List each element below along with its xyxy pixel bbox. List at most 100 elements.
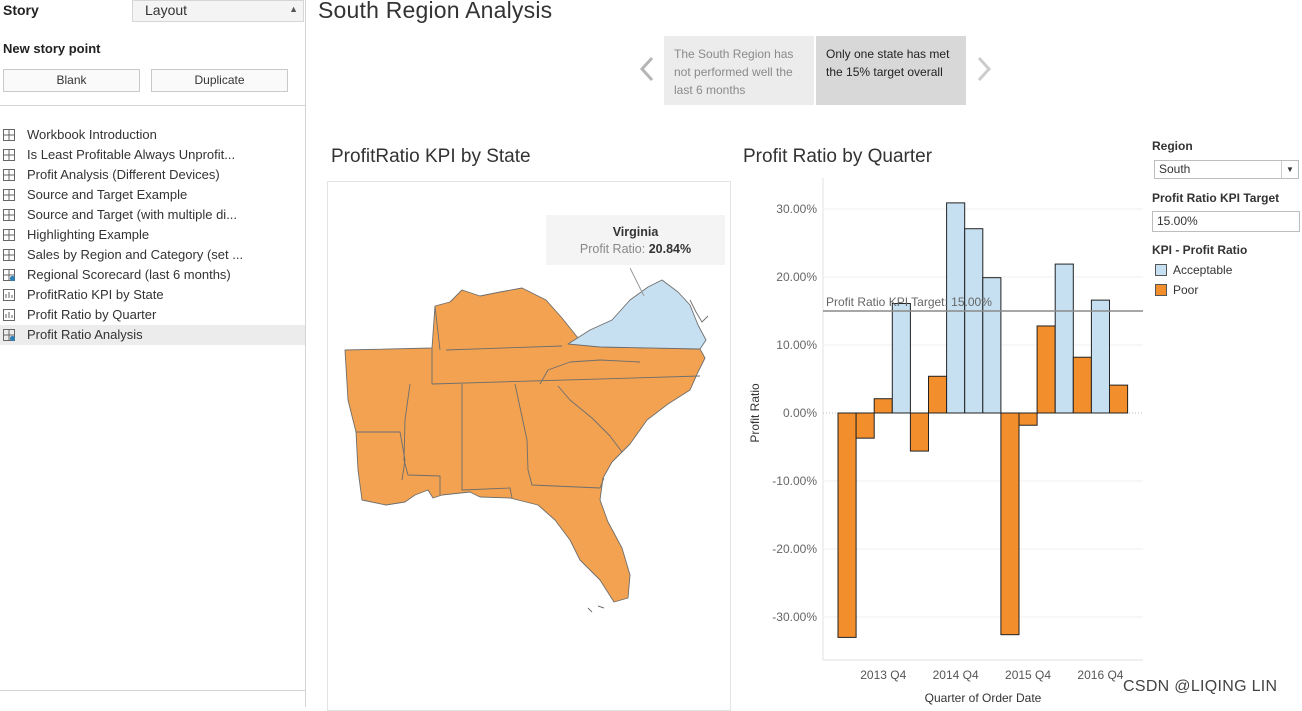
map-tooltip: Virginia Profit Ratio: 20.84%	[546, 215, 725, 265]
bar[interactable]	[1000, 412, 1020, 636]
sheet-item[interactable]: Source and Target Example	[0, 185, 305, 205]
y-tick-label: -30.00%	[772, 610, 817, 624]
y-tick-label: -10.00%	[772, 474, 817, 488]
bar-chart-title: Profit Ratio by Quarter	[743, 146, 933, 167]
sheet-item[interactable]: Workbook Introduction	[0, 125, 305, 145]
duplicate-button[interactable]: Duplicate	[151, 69, 288, 92]
sidebar-tabs: Story Layout ▲	[0, 0, 306, 23]
worksheet-icon	[3, 289, 15, 301]
sheet-item-label: Sales by Region and Category (set ...	[27, 247, 244, 262]
region-dropdown[interactable]: South ▼	[1154, 160, 1299, 179]
bar[interactable]	[855, 412, 875, 439]
dashboard-icon	[3, 209, 15, 221]
sheet-item-label: Is Least Profitable Always Unprofit...	[27, 147, 236, 162]
sheet-item-label: ProfitRatio KPI by State	[27, 287, 164, 302]
sidebar-divider	[0, 105, 305, 106]
bar[interactable]	[1109, 384, 1129, 414]
reference-line-label: Profit Ratio KPI Target: 15.00%	[826, 295, 992, 309]
region-filter-label: Region	[1152, 139, 1193, 153]
sheet-item[interactable]: Sales by Region and Category (set ...	[0, 245, 305, 265]
tab-layout-label: Layout	[145, 2, 188, 18]
dashboard-filter-icon	[3, 269, 15, 281]
y-tick-label: 20.00%	[776, 270, 817, 284]
sheet-item-label: Highlighting Example	[27, 227, 150, 242]
sheet-list: Workbook Introduction Is Least Profitable…	[0, 125, 305, 345]
dropdown-arrow-icon: ▼	[1281, 161, 1298, 178]
watermark: CSDN @LIQING LIN	[1123, 678, 1278, 695]
sheet-item-label: Profit Ratio by Quarter	[27, 307, 157, 322]
sheet-item[interactable]: ProfitRatio KPI by State	[0, 285, 305, 305]
x-tick-label: 2015 Q4	[1005, 668, 1051, 682]
map-panel	[327, 181, 731, 711]
dashboard-icon	[3, 249, 15, 261]
y-tick-label: 0.00%	[783, 406, 817, 420]
legend-item-poor[interactable]: Poor	[1155, 283, 1198, 297]
tab-layout[interactable]: Layout ▲	[132, 0, 304, 22]
y-axis-label: Profit Ratio	[748, 383, 762, 443]
new-story-point-heading: New story point	[3, 41, 101, 56]
page-title: South Region Analysis	[318, 0, 553, 23]
tooltip-value-line: Profit Ratio: 20.84%	[546, 242, 725, 256]
state-shape-virginia	[567, 279, 707, 350]
bar[interactable]	[1018, 412, 1038, 426]
legend-poor-label: Poor	[1173, 283, 1199, 297]
dashboard-icon	[3, 229, 15, 241]
y-tick-label: 30.00%	[776, 202, 817, 216]
bar[interactable]	[928, 375, 948, 414]
bar[interactable]	[891, 303, 911, 414]
dashboard-icon	[3, 129, 15, 141]
x-tick-label: 2016 Q4	[1077, 668, 1123, 682]
blank-button[interactable]: Blank	[3, 69, 140, 92]
bar[interactable]	[1072, 356, 1092, 414]
sheet-item[interactable]: Highlighting Example	[0, 225, 305, 245]
dashboard-icon	[3, 149, 15, 161]
x-tick-label: 2013 Q4	[860, 668, 906, 682]
sheet-item-label: Profit Analysis (Different Devices)	[27, 167, 220, 182]
story-point-1[interactable]: The South Region has not performed well …	[664, 36, 814, 105]
sheet-item[interactable]: Profit Analysis (Different Devices)	[0, 165, 305, 185]
sheet-item[interactable]: Is Least Profitable Always Unprofit...	[0, 145, 305, 165]
story-point-2[interactable]: Only one state has met the 15% target ov…	[816, 36, 966, 105]
sheet-item-label: Workbook Introduction	[27, 127, 157, 142]
bar[interactable]	[1054, 263, 1074, 414]
tooltip-value: 20.84%	[648, 242, 692, 256]
bar[interactable]	[964, 228, 984, 414]
y-tick-label: 10.00%	[776, 338, 817, 352]
previous-arrow-icon[interactable]	[639, 52, 655, 86]
kpi-legend-title: KPI - Profit Ratio	[1152, 243, 1248, 257]
sidebar-bottom-divider	[0, 690, 305, 691]
sheet-item-label: Profit Ratio Analysis	[27, 327, 143, 342]
legend-acceptable-label: Acceptable	[1173, 263, 1233, 277]
target-parameter-label: Profit Ratio KPI Target	[1152, 191, 1280, 205]
bar[interactable]	[873, 398, 893, 414]
sheet-item-label: Source and Target Example	[27, 187, 188, 202]
bar[interactable]	[1090, 299, 1110, 414]
sheet-item-label: Regional Scorecard (last 6 months)	[27, 267, 231, 282]
dashboard-icon	[3, 189, 15, 201]
sheet-item[interactable]: Profit Ratio by Quarter	[0, 305, 305, 325]
sheet-item[interactable]: Regional Scorecard (last 6 months)	[0, 265, 305, 285]
south-region-map[interactable]	[327, 181, 731, 711]
region-dropdown-value: South	[1159, 162, 1191, 176]
next-arrow-icon[interactable]	[976, 52, 992, 86]
sort-caret-icon: ▲	[289, 4, 298, 14]
sheet-item[interactable]: Source and Target (with multiple di...	[0, 205, 305, 225]
target-input[interactable]: 15.00%	[1152, 211, 1300, 232]
poor-swatch-icon	[1155, 284, 1167, 296]
y-tick-label: -20.00%	[772, 542, 817, 556]
tooltip-state: Virginia	[612, 225, 659, 239]
tooltip-label: Profit Ratio:	[579, 242, 646, 256]
legend-item-acceptable[interactable]: Acceptable	[1155, 263, 1232, 277]
tab-story[interactable]: Story	[3, 2, 39, 18]
dashboard-filter-icon	[3, 329, 15, 341]
bar[interactable]	[909, 412, 929, 452]
profit-ratio-bar-chart[interactable]: 30.00% 20.00% 10.00% 0.00% -10.00% -20.00% -30…	[740, 170, 1150, 707]
sheet-item-label: Source and Target (with multiple di...	[27, 207, 238, 222]
x-tick-label: 2014 Q4	[933, 668, 979, 682]
sheet-item[interactable]: Profit Ratio Analysis	[0, 325, 305, 345]
x-axis-label: Quarter of Order Date	[925, 691, 1042, 705]
worksheet-icon	[3, 309, 15, 321]
bar[interactable]	[1036, 325, 1056, 414]
dashboard-icon	[3, 169, 15, 181]
bar[interactable]	[837, 412, 857, 638]
